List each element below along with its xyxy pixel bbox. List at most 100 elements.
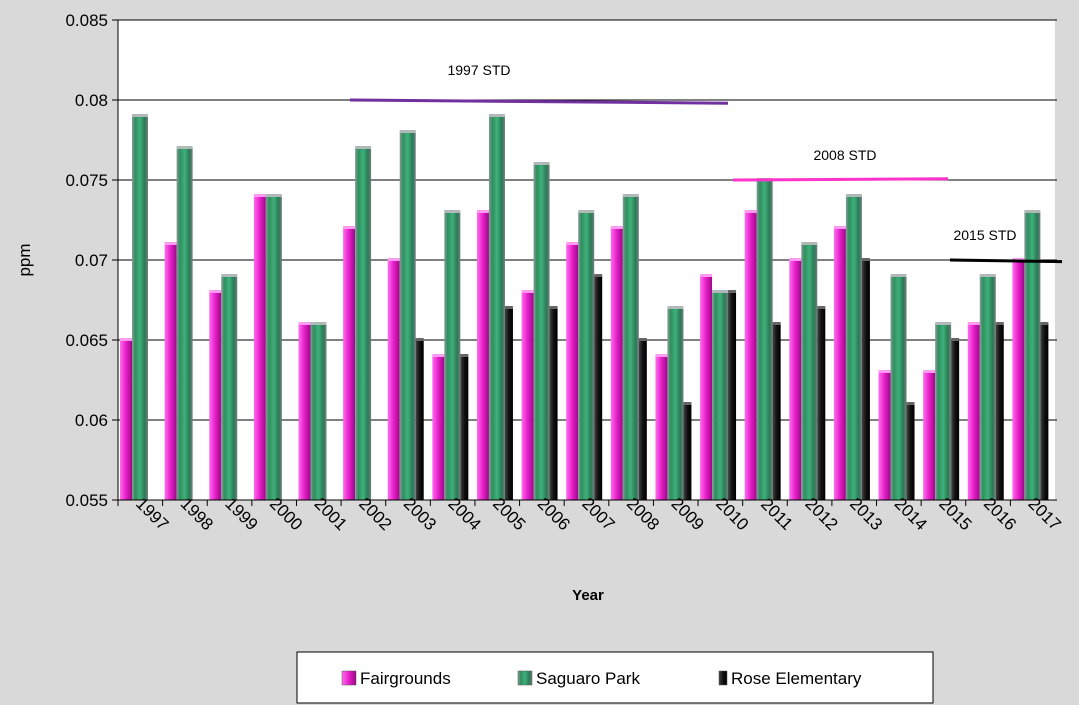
- bar: [488, 116, 505, 500]
- bar-top: [845, 194, 862, 197]
- x-axis-label: Year: [572, 587, 604, 604]
- bar: [845, 196, 862, 500]
- standard-line: [949, 258, 1063, 264]
- bar-top: [801, 242, 818, 245]
- bar: [504, 308, 513, 500]
- y-tick-label: 0.065: [65, 331, 108, 350]
- legend-swatch: [517, 670, 533, 686]
- bar-top: [221, 274, 238, 277]
- y-tick-label: 0.075: [65, 171, 108, 190]
- bar-top: [951, 338, 960, 341]
- bar-top: [310, 322, 327, 325]
- bar: [444, 212, 461, 500]
- bar-top: [683, 402, 692, 405]
- bar: [387, 260, 400, 500]
- bar: [610, 228, 623, 500]
- bar: [967, 324, 980, 500]
- bar: [995, 324, 1004, 500]
- bar-top: [164, 242, 177, 245]
- bar: [476, 212, 489, 500]
- bar-top: [772, 322, 781, 325]
- bar-top: [209, 290, 222, 293]
- bar-top: [343, 226, 356, 229]
- bar-top: [638, 338, 647, 341]
- bar-top: [265, 194, 282, 197]
- y-axis-label: ppm: [15, 243, 34, 276]
- legend-label: Fairgrounds: [360, 669, 451, 688]
- annotation: 2008 STD: [813, 147, 876, 163]
- bar: [683, 404, 692, 500]
- bar-top: [444, 210, 461, 213]
- bar-top: [655, 354, 668, 357]
- bar: [979, 276, 996, 500]
- bar: [265, 196, 282, 500]
- bar: [1024, 212, 1041, 500]
- bar: [728, 292, 737, 500]
- legend: [296, 651, 934, 704]
- bar: [594, 276, 603, 500]
- y-tick-label: 0.085: [65, 11, 108, 30]
- bar: [221, 276, 238, 500]
- bar: [1012, 260, 1025, 500]
- bar: [566, 244, 579, 500]
- standard-line: [349, 98, 729, 105]
- bar-top: [1024, 210, 1041, 213]
- bar-top: [728, 290, 737, 293]
- bar: [712, 292, 729, 500]
- bar-top: [935, 322, 952, 325]
- bar-top: [744, 210, 757, 213]
- bar-top: [549, 306, 558, 309]
- bar: [951, 340, 960, 500]
- bar: [355, 148, 372, 500]
- bar-top: [923, 370, 936, 373]
- bar-top: [878, 370, 891, 373]
- bar: [533, 164, 550, 500]
- bar-top: [387, 258, 400, 261]
- bar-top: [521, 290, 534, 293]
- y-tick-label: 0.07: [75, 251, 108, 270]
- bar: [861, 260, 870, 500]
- bar: [817, 308, 826, 500]
- bar: [432, 356, 445, 500]
- bar: [935, 324, 952, 500]
- bar: [772, 324, 781, 500]
- y-tick-label: 0.06: [75, 411, 108, 430]
- bar: [801, 244, 818, 500]
- bar-top: [667, 306, 684, 309]
- bar: [655, 356, 668, 500]
- x-tick-label: 2017: [1024, 494, 1064, 534]
- bar-top: [833, 226, 846, 229]
- y-tick-label: 0.055: [65, 491, 108, 510]
- bar-top: [712, 290, 729, 293]
- bar-top: [566, 242, 579, 245]
- bar-top: [120, 338, 132, 341]
- standard-line: [732, 177, 949, 182]
- bar-top: [176, 146, 193, 149]
- bar-top: [488, 114, 505, 117]
- bar: [744, 212, 757, 500]
- y-tick-label: 0.08: [75, 91, 108, 110]
- bar-top: [622, 194, 639, 197]
- legend-swatch: [341, 670, 357, 686]
- bar-top: [504, 306, 513, 309]
- bar: [298, 324, 311, 500]
- bar: [923, 372, 936, 500]
- bar: [549, 308, 558, 500]
- bar-top: [399, 130, 416, 133]
- bar: [253, 196, 266, 500]
- bar-top: [432, 354, 445, 357]
- bar: [460, 356, 469, 500]
- bar: [789, 260, 802, 500]
- legend-label: Saguaro Park: [536, 669, 640, 688]
- bar: [622, 196, 639, 500]
- bar: [878, 372, 891, 500]
- bar-top: [132, 114, 148, 117]
- bar-top: [533, 162, 550, 165]
- bar: [756, 180, 773, 500]
- bar-top: [415, 338, 424, 341]
- bar-top: [594, 274, 603, 277]
- bar: [132, 116, 148, 500]
- bar: [906, 404, 915, 500]
- legend-label: Rose Elementary: [731, 669, 862, 688]
